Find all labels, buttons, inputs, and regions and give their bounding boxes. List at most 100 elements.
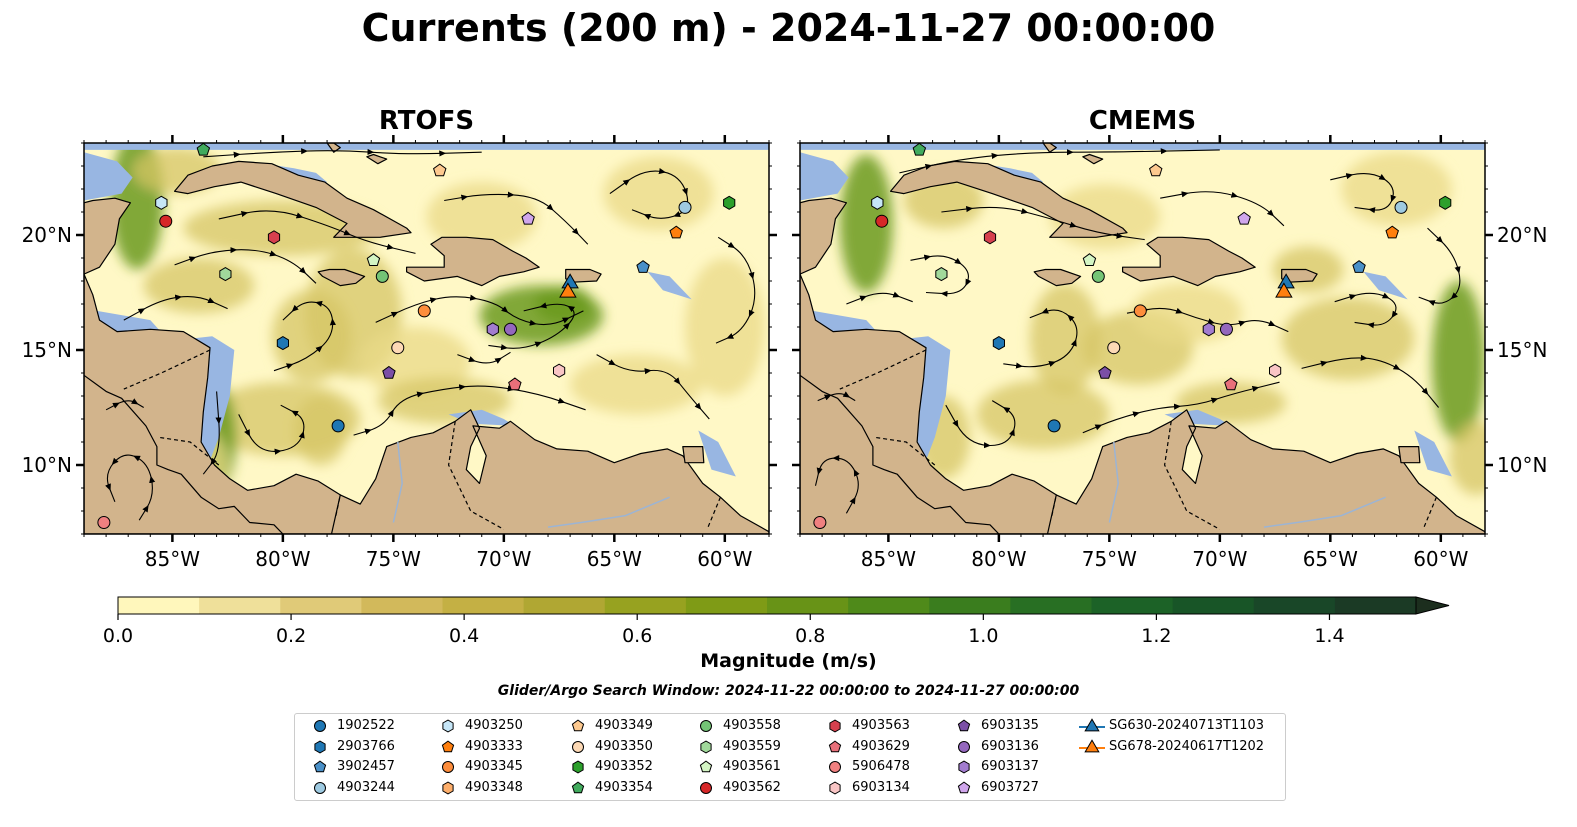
- river: [392, 441, 403, 523]
- glider-SG678-20240617T1202-marker: [559, 282, 577, 298]
- legend-pentagon-icon: [571, 719, 585, 732]
- land-yucatan: [800, 197, 848, 275]
- legend-pentagon-icon: [441, 739, 455, 752]
- map-frame: [799, 142, 1486, 535]
- lat-tick-label: 15°N: [22, 338, 72, 362]
- legend: 1902522 2903766 3902457 4903244 4903250 49033…: [294, 713, 1286, 801]
- legend-triangle-icon: [1084, 738, 1100, 752]
- land-yucatan: [84, 197, 131, 275]
- legend-label: 4903354: [595, 779, 653, 795]
- streamline: [899, 148, 1220, 174]
- platform-6903727-marker: [521, 211, 535, 225]
- country-border: [335, 494, 341, 516]
- streamline: [715, 236, 756, 344]
- lat-tick-label: 10°N: [22, 453, 72, 477]
- panel-title-rtofs: RTOFS: [378, 106, 475, 136]
- legend-marker-icon: [958, 760, 970, 774]
- legend-pentagon-icon: [313, 760, 327, 773]
- platform-4903350-marker: [1107, 341, 1121, 355]
- land-hispaniola: [406, 236, 540, 287]
- colorbar-segment: [685, 597, 768, 614]
- platform-4903559-marker: [935, 267, 948, 282]
- legend-circle-icon: [829, 761, 841, 773]
- streamline: [596, 354, 710, 420]
- platform-4903345-marker: [1133, 304, 1147, 318]
- legend-circle-icon: [314, 781, 326, 794]
- platform-4903333-marker: [1385, 225, 1399, 239]
- platform-6903137-marker: [1202, 322, 1215, 337]
- speed-patch: [839, 154, 893, 293]
- platform-4903244-marker: [1394, 200, 1408, 214]
- legend-circle-icon: [572, 740, 584, 753]
- lon-tick-label: 60°W: [697, 547, 752, 571]
- streamline: [846, 291, 913, 305]
- streamline: [910, 254, 972, 297]
- platform-6903135-marker: [1098, 365, 1112, 379]
- streamline: [1003, 307, 1078, 369]
- land-puertoRico: [565, 268, 602, 283]
- platform-4903250-marker: [155, 195, 168, 210]
- platform-5906478-marker: [97, 516, 111, 529]
- platform-3902457-marker: [636, 260, 650, 273]
- shallow-water: [647, 271, 692, 300]
- land-trinidad: [1398, 446, 1421, 464]
- platform-4903250-marker: [871, 195, 884, 210]
- platform-4903350-marker: [391, 341, 405, 355]
- streamline: [105, 398, 144, 411]
- lon-tick-label: 65°W: [587, 547, 642, 571]
- colorbar-tick-label: 0.2: [276, 625, 306, 647]
- legend-marker-icon: [442, 781, 454, 794]
- river: [1263, 496, 1386, 528]
- colorbar-tick-label: 0.6: [622, 625, 652, 647]
- colorbar-segment: [442, 597, 525, 614]
- streamlines: [814, 148, 1461, 514]
- legend-label: 5906478: [852, 759, 910, 774]
- colorbar-segment: [1253, 597, 1336, 614]
- country-border: [875, 436, 936, 466]
- platform-4903558-marker: [375, 269, 389, 283]
- speed-patch: [603, 156, 714, 231]
- legend-label: 4903250: [465, 718, 523, 733]
- legend-label: 1902522: [337, 718, 395, 733]
- platform-6903134-marker: [553, 363, 566, 378]
- legend-marker-icon: [314, 720, 326, 732]
- legend-hexagon-icon: [829, 719, 841, 733]
- legend-hexagon-icon: [958, 760, 970, 774]
- speed-patch: [293, 396, 347, 465]
- legend-marker-icon: [314, 740, 326, 753]
- legend-label: 6903727: [981, 779, 1039, 795]
- country-border: [447, 421, 505, 530]
- platform-6903136-marker: [503, 322, 517, 336]
- legend-marker-icon: [313, 760, 327, 773]
- streamline: [817, 391, 856, 402]
- map-frame: [83, 142, 770, 535]
- colorbar-label: Magnitude (m/s): [700, 650, 877, 672]
- shallow-water: [1414, 430, 1452, 477]
- streamline: [609, 168, 689, 220]
- streamline: [123, 294, 228, 321]
- country-border: [1163, 421, 1221, 530]
- platform-4903559-marker: [219, 267, 232, 282]
- colorbar-segment: [1091, 597, 1174, 614]
- legend-hexagon-icon: [442, 719, 454, 733]
- platform-6903134-marker: [1269, 363, 1282, 378]
- platform-4903354-marker: [912, 143, 927, 156]
- streamline: [1301, 354, 1440, 408]
- platform-6903136-marker: [1219, 322, 1233, 336]
- map-panel-cmems: [799, 142, 1486, 535]
- legend-label: 4903348: [465, 779, 523, 795]
- platform-4903354-marker: [196, 143, 211, 156]
- legend-marker-icon: [571, 780, 585, 793]
- platform-4903349-marker: [433, 163, 447, 177]
- speed-patch: [1431, 281, 1485, 442]
- shallow-water: [1363, 271, 1408, 300]
- legend-label: 4903333: [465, 738, 523, 754]
- lon-tick-label: 75°W: [366, 547, 421, 571]
- platform-4903558-marker: [1091, 269, 1105, 283]
- legend-marker-icon: [314, 781, 326, 794]
- colorbar-tick-label: 1.4: [1314, 625, 1344, 647]
- figure-title: Currents (200 m) - 2024-11-27 00:00:00: [361, 6, 1216, 50]
- streamline: [945, 400, 1016, 449]
- legend-marker-icon: [441, 739, 455, 752]
